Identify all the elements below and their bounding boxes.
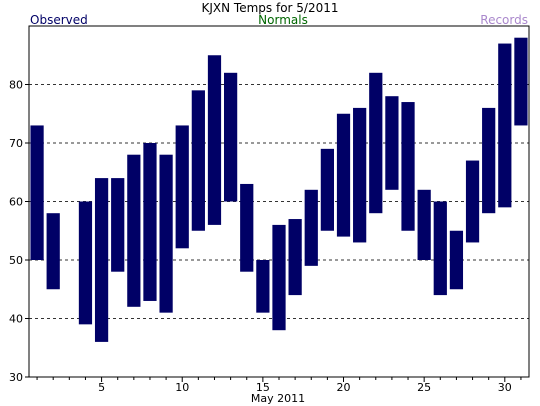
x-tick-label-20: 20: [337, 381, 351, 394]
x-tick-label-25: 25: [417, 381, 431, 394]
bar-day-16: [272, 224, 286, 331]
bar-day-12: [207, 55, 222, 225]
legend-records: Records: [480, 13, 528, 27]
bar-day-1: [30, 125, 44, 260]
bar-day-6: [111, 178, 125, 272]
bar-day-22: [369, 72, 383, 214]
bar-day-17: [288, 219, 302, 296]
x-axis: 5 10 15 20 25 30: [36, 377, 522, 394]
bar-day-20: [336, 113, 351, 237]
bar-day-8: [143, 143, 157, 301]
y-tick-label-70: 70: [9, 137, 23, 150]
bar-day-15: [256, 260, 270, 313]
bar-day-21: [353, 107, 367, 243]
x-tick-label-5: 5: [98, 381, 105, 394]
bar-day-24: [401, 102, 415, 231]
bar-day-10: [175, 125, 189, 249]
bar-day-13: [224, 72, 238, 202]
y-tick-label-30: 30: [9, 371, 23, 384]
y-tick-label-80: 80: [9, 79, 23, 92]
bar-day-25: [417, 189, 431, 260]
bar-day-27: [449, 230, 464, 290]
x-axis-label: May 2011: [251, 392, 305, 405]
y-tick-label-60: 60: [9, 196, 23, 209]
y-tick-label-50: 50: [9, 254, 23, 267]
bar-day-18: [304, 189, 318, 266]
legend-observed: Observed: [30, 13, 88, 27]
bar-day-14: [240, 183, 254, 272]
bar-day-29: [482, 107, 496, 214]
x-tick-label-10: 10: [175, 381, 189, 394]
x-tick-label-30: 30: [498, 381, 512, 394]
y-tick-label-40: 40: [9, 313, 23, 326]
bar-day-2: [46, 213, 60, 290]
bar-day-19: [320, 148, 334, 231]
bar-day-28: [465, 160, 480, 243]
bar-day-30: [498, 43, 512, 208]
bar-day-5: [94, 178, 109, 342]
bar-day-31: [514, 37, 528, 126]
bar-day-26: [433, 201, 447, 296]
bar-day-9: [159, 154, 173, 313]
bar-day-4: [78, 201, 93, 325]
bar-day-23: [385, 96, 399, 190]
y-axis: 30 40 50 60 70 80: [9, 79, 29, 384]
bar-day-7: [127, 154, 141, 307]
bars: [30, 37, 528, 342]
legend-normals: Normals: [258, 13, 308, 27]
x-tick-label-15: 15: [256, 381, 270, 394]
chart-title: KJXN Temps for 5/2011: [202, 1, 339, 15]
bar-day-11: [191, 90, 205, 231]
